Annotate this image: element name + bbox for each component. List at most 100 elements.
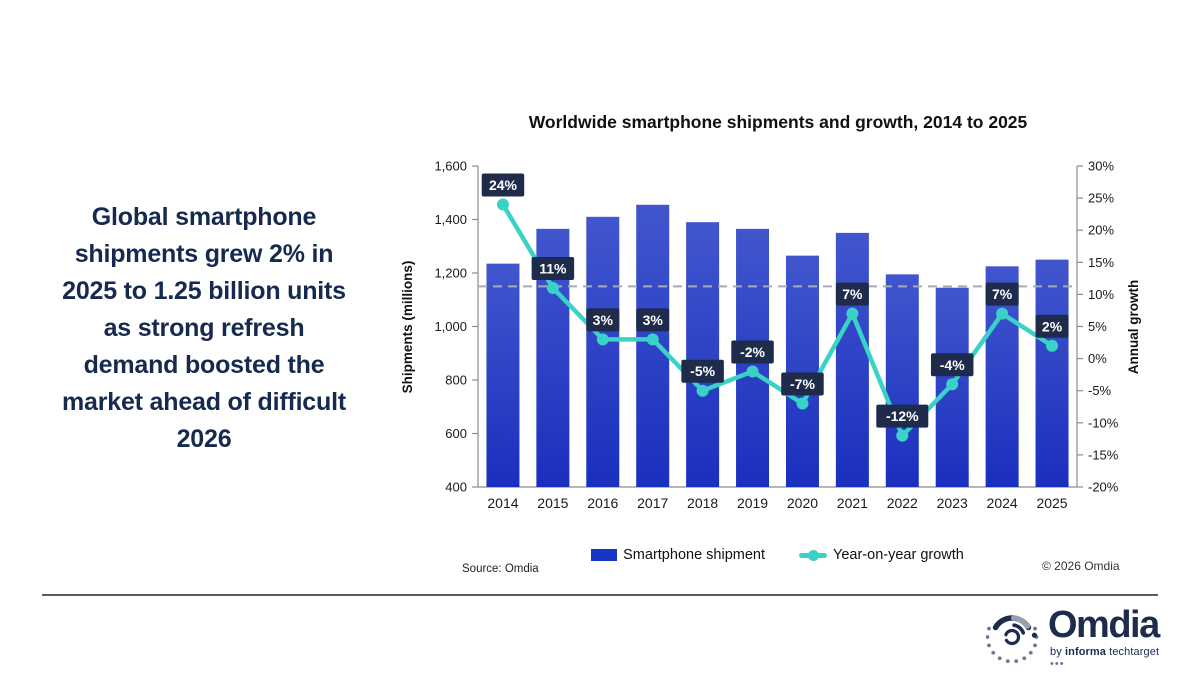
growth-label-chip-2019 — [731, 340, 774, 364]
growth-label-chip-2021 — [835, 282, 869, 306]
growth-label-2014: 24% — [489, 177, 518, 193]
right-axis-tick: 15% — [1088, 255, 1114, 270]
growth-point-2022 — [896, 429, 909, 442]
legend-item-bar: Smartphone shipment — [591, 547, 765, 563]
bar-2025 — [1035, 259, 1069, 487]
growth-line-group — [496, 198, 1059, 442]
left-axis-tick: 400 — [445, 480, 467, 495]
growth-point-2019 — [746, 365, 759, 378]
right-axis-tick: 0% — [1088, 351, 1107, 366]
growth-point-2015 — [546, 281, 559, 294]
growth-label-2023: -4% — [940, 357, 965, 373]
growth-label-chip-2020 — [781, 372, 824, 396]
growth-label-2025: 2% — [1042, 318, 1063, 334]
growth-label-chip-2017 — [636, 308, 670, 332]
growth-label-chip-2022 — [876, 404, 929, 428]
headline-line: market ahead of difficult — [62, 388, 346, 416]
legend-line-swatch-icon — [799, 549, 827, 561]
footer-divider — [42, 594, 1158, 596]
right-axis-tick: -20% — [1088, 480, 1119, 495]
right-axis-tick: 5% — [1088, 319, 1107, 334]
bar-2020 — [785, 255, 819, 487]
x-label-2022: 2022 — [887, 495, 918, 511]
tagline-dots-icon: ••• — [1050, 658, 1065, 670]
growth-label-chip-2016 — [586, 308, 620, 332]
chart-legend: Smartphone shipment Year-on-year growth — [478, 544, 1077, 566]
growth-label-2020: -7% — [790, 376, 815, 392]
left-axis-tick: 600 — [445, 426, 467, 441]
growth-label-2024: 7% — [992, 286, 1013, 302]
growth-point-2018 — [696, 384, 709, 397]
headline-line: as strong refresh — [103, 314, 305, 342]
axes: 400 600 800 1,000 1,200 1,400 1,600 -20% -15% -10… — [434, 159, 1118, 495]
x-label-2025: 2025 — [1036, 495, 1067, 511]
left-axis-tick: 1,400 — [434, 212, 467, 227]
bar-2018 — [686, 222, 720, 488]
growth-label-chip-2018 — [681, 359, 724, 383]
x-label-2019: 2019 — [737, 495, 768, 511]
x-label-2020: 2020 — [787, 495, 818, 511]
source-note: Source: Omdia — [462, 563, 539, 575]
growth-point-2017 — [646, 333, 659, 346]
growth-label-chip-2025 — [1035, 314, 1069, 338]
legend-label: Year-on-year growth — [833, 547, 964, 563]
omdia-swirl-icon — [986, 615, 1039, 664]
right-axis-tick: -5% — [1088, 383, 1112, 398]
tagline-by: by — [1050, 646, 1065, 658]
growth-label-2016: 3% — [593, 312, 614, 328]
x-label-2015: 2015 — [537, 495, 568, 511]
x-label-2024: 2024 — [987, 495, 1018, 511]
legend-item-line: Year-on-year growth — [799, 547, 964, 563]
left-axis-tick: 1,600 — [434, 159, 467, 174]
growth-label-2015: 11% — [539, 260, 567, 276]
x-label-2014: 2014 — [487, 495, 518, 511]
growth-label-chip-2014 — [481, 173, 525, 197]
x-label-2021: 2021 — [837, 495, 868, 511]
growth-point-2014 — [496, 198, 509, 211]
growth-label-2019: -2% — [740, 344, 765, 360]
omdia-logo-text: Omdia — [1048, 604, 1160, 646]
growth-point-2016 — [596, 333, 609, 346]
legend-bar-swatch-icon — [591, 549, 618, 561]
right-axis-tick: 20% — [1088, 223, 1114, 238]
x-label-2016: 2016 — [587, 495, 618, 511]
growth-point-2024 — [996, 307, 1009, 320]
growth-label-2017: 3% — [643, 312, 664, 328]
headline-line: Global smartphone — [91, 203, 317, 231]
omdia-logo: Omdia by informa techtarget ••• — [986, 604, 1176, 670]
growth-point-2021 — [846, 307, 859, 320]
omdia-tagline: by informa techtarget ••• — [1050, 646, 1176, 670]
headline-line: demand boosted the — [83, 351, 325, 379]
chart-title: Worldwide smartphone shipments and growt… — [528, 112, 1028, 132]
left-axis-tick: 1,000 — [434, 319, 467, 334]
x-label-2017: 2017 — [637, 495, 668, 511]
headline-line: 2025 to 1.25 billion units — [62, 277, 346, 305]
growth-label-2021: 7% — [842, 286, 863, 302]
left-axis-tick: 1,200 — [434, 266, 467, 281]
growth-labels-group: 24% 11% 3% 3% -5% -2% -7% 7% -12% -4% 7% 2% — [481, 173, 1069, 428]
right-axis-tick: 10% — [1088, 287, 1114, 302]
growth-label-chip-2023 — [930, 353, 974, 377]
right-axis-tick: 30% — [1088, 159, 1114, 174]
headline-text: Global smartphone shipments grew 2% in 202… — [12, 199, 396, 458]
growth-label-2018: -5% — [690, 363, 715, 379]
bar-2022 — [885, 274, 919, 487]
right-axis-tick: -15% — [1088, 447, 1119, 462]
bar-2017 — [636, 204, 670, 487]
bar-2016 — [586, 216, 620, 487]
right-axis-tick: -10% — [1088, 415, 1119, 430]
copyright-note: © 2026 Omdia — [1042, 559, 1120, 573]
tagline-techtarget: techtarget — [1106, 646, 1160, 658]
growth-line — [500, 202, 1055, 438]
growth-label-chip-2024 — [985, 282, 1019, 306]
headline-line: 2026 — [176, 425, 232, 453]
right-axis-tick: 25% — [1088, 191, 1114, 206]
bar-2014 — [486, 263, 520, 487]
growth-label-2022: -12% — [886, 408, 919, 424]
growth-point-2020 — [796, 397, 809, 410]
left-axis-tick: 800 — [445, 373, 467, 388]
tagline-informa: informa — [1064, 646, 1107, 658]
x-label-2018: 2018 — [687, 495, 718, 511]
headline-line: shipments grew 2% in — [74, 240, 334, 268]
